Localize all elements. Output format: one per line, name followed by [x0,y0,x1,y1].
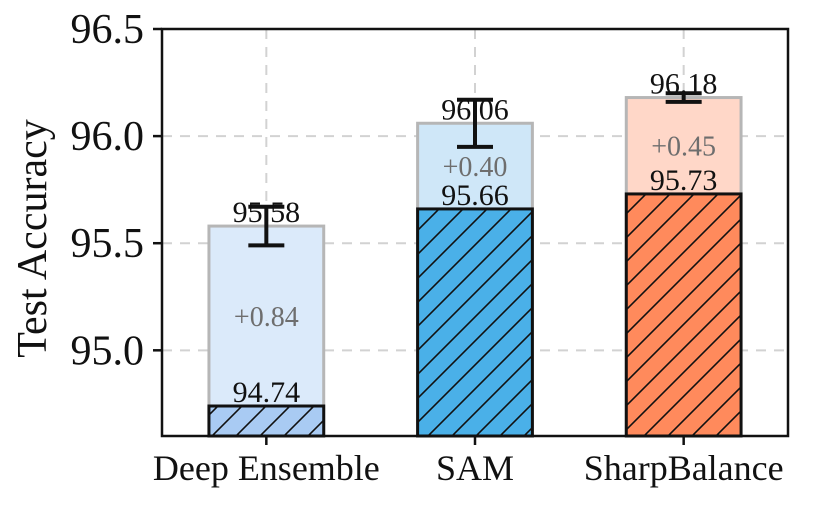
axes: 95.0 95.5 96.0 96.5 Deep Ensemble SAM SharpBal… [10,7,790,488]
y-tick-label: 96.0 [71,114,145,160]
base-value-label: 95.73 [650,164,718,197]
bars [207,96,743,438]
x-tick-label: SharpBalance [584,448,784,488]
top-value-label: 95.58 [233,196,301,229]
top-value-label: 96.06 [441,93,509,126]
y-tick-label: 95.0 [71,328,145,374]
base-value-label: 95.66 [441,179,509,212]
error-bars [248,91,702,248]
x-tick-label: SAM [436,448,514,488]
data-labels: 95.58 94.74 +0.84 96.06 95.66+0.40 96.18 95.73… [233,68,718,409]
delta-label: +0.84 [234,302,299,333]
delta-label: +0.45 [651,132,716,163]
base-bar-hatch [417,208,533,436]
top-value-label: 96.18 [650,68,718,101]
y-tick-label: 95.5 [71,221,145,267]
y-axis-title: Test Accuracy [10,119,56,357]
improved-bar [207,224,326,438]
base-bar-hatch [626,193,742,436]
base-value-label: 94.74 [233,376,301,409]
y-tick-label: 96.5 [71,7,145,53]
delta-label: +0.40 [443,152,508,183]
base-bar-hatch [208,406,324,436]
x-tick-label: Deep Ensemble [153,448,380,488]
